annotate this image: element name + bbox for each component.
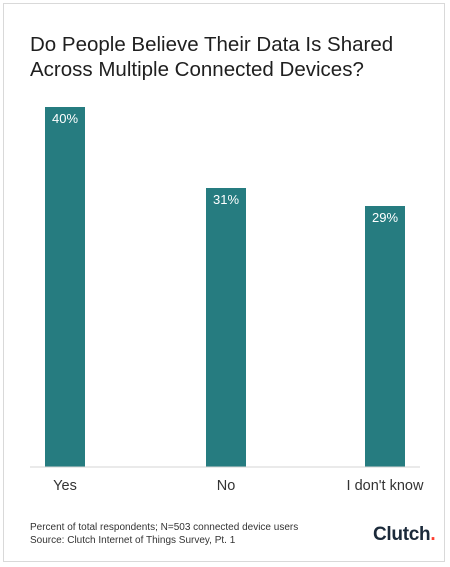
x-tick-labels: Yes No I don't know [53,478,424,494]
logo-text: Clutch [373,524,431,545]
bar-i-don-t-know [365,206,405,467]
bar-value-label-i-don-t-know: 29% [372,210,398,225]
bar-value-label-no: 31% [213,192,239,207]
bar-value-label-yes: 40% [52,111,78,126]
logo-dot-icon: . [430,524,436,545]
chart-title: Do People Believe Their Data Is Shared A… [30,33,394,81]
x-tick-label-i-don-t-know: I don't know [347,478,424,494]
footnote-respondents: Percent of total respondents; N=503 conn… [30,522,299,533]
x-tick-label-yes: Yes [53,478,77,494]
bar-yes [45,107,85,467]
x-tick-label-no: No [217,478,236,494]
clutch-logo: Clutch. [373,524,436,546]
bar-no [206,188,246,467]
footnote-source: Source: Clutch Internet of Things Survey… [30,535,236,546]
bars-group: 40% 31% 29% [45,107,405,467]
